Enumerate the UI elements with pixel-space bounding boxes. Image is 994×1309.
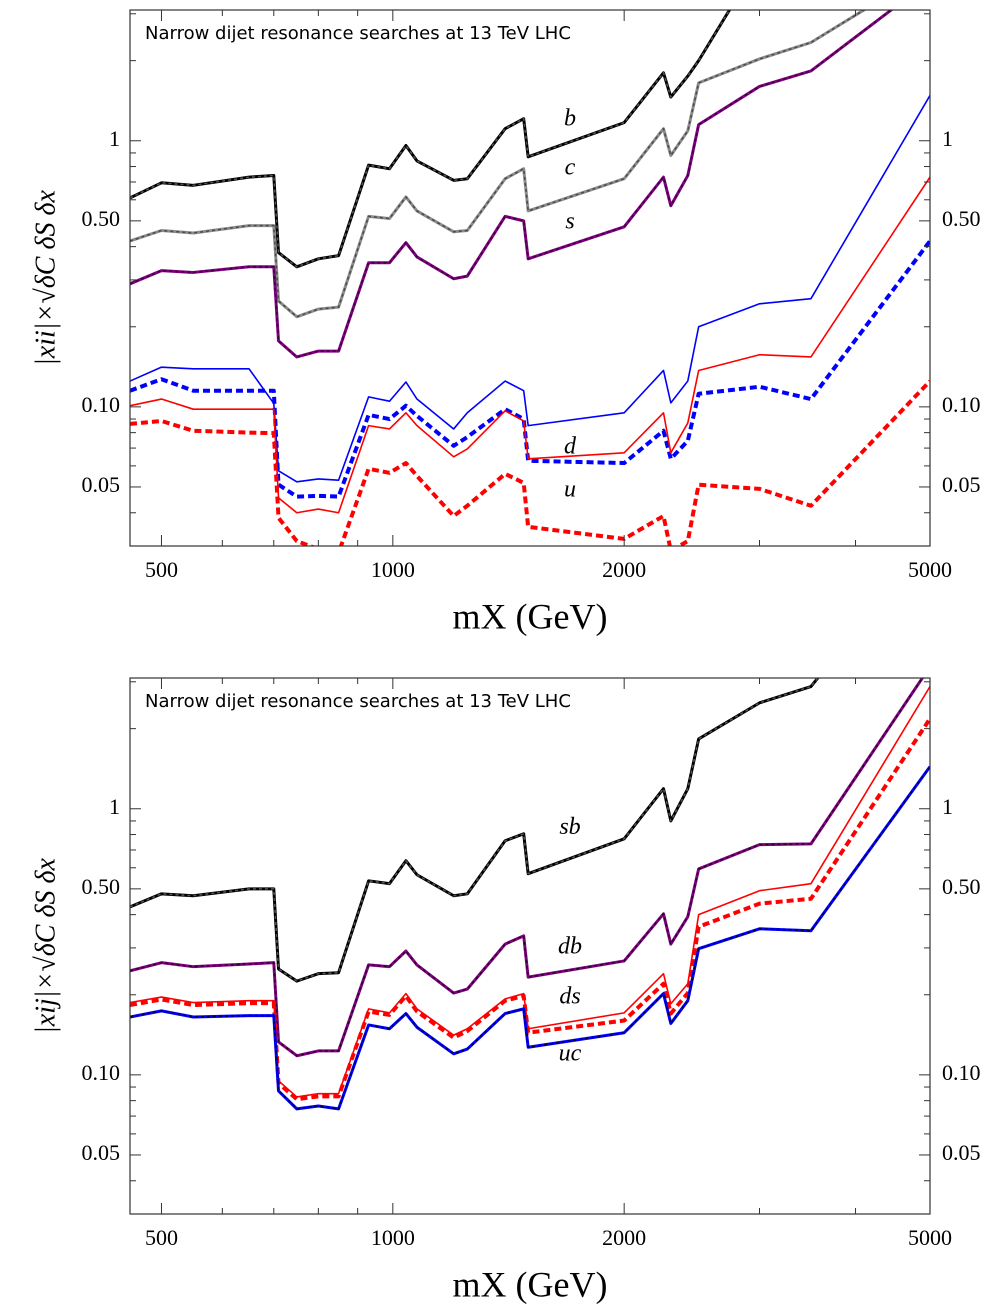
- series-label: s: [565, 208, 574, 234]
- y-tick-label: 0.10: [82, 392, 121, 417]
- x-tick-label: 5000: [908, 1225, 952, 1250]
- y-tick-label-right: 0.05: [942, 472, 981, 497]
- y-axis-label: |xij|×√δC δS δx: [30, 858, 61, 1034]
- y-tick-label: 0.50: [82, 206, 121, 231]
- series-line: [130, 765, 930, 1111]
- series-label: sb: [559, 814, 580, 840]
- x-tick-label: 2000: [602, 1225, 646, 1250]
- series-line-dashed: [130, 239, 930, 499]
- y-tick-label-right: 1: [942, 794, 953, 819]
- series-line-dashed: [130, 717, 930, 1102]
- series-label: d: [564, 434, 577, 460]
- panel: bc s du 500 1000 2000 5000 0.05 0.05 0.10 0.10 0.50…: [30, 9, 981, 636]
- y-tick-label-right: 0.10: [942, 392, 981, 417]
- series-label: u: [564, 477, 576, 503]
- series-line-overlay: [130, 10, 893, 358]
- annotation: Narrow dijet resonance searches at 13 Te…: [145, 23, 571, 44]
- series-label: c: [565, 154, 576, 180]
- y-tick-label: 0.10: [82, 1060, 121, 1085]
- plot-frame: [129, 9, 931, 547]
- series-label: db: [558, 934, 582, 960]
- y-tick-label-right: 0.10: [942, 1060, 981, 1085]
- series-line: [130, 176, 930, 514]
- series-line-overlay: [130, 10, 866, 318]
- series-line-overlay: [130, 678, 819, 982]
- y-tick-label: 1: [109, 126, 120, 151]
- annotation: Narrow dijet resonance searches at 13 Te…: [145, 691, 571, 712]
- y-tick-label: 0.50: [82, 874, 121, 899]
- series-line-overlay: [130, 766, 930, 1110]
- series-label: uc: [559, 1040, 582, 1066]
- x-tick-label: 2000: [602, 557, 646, 582]
- series-line-overlay: [130, 678, 924, 1057]
- x-tick-label: 1000: [371, 1225, 415, 1250]
- plot-lines: [130, 10, 930, 546]
- x-axis-label: mX (GeV): [453, 596, 608, 636]
- plot-frame: [129, 677, 931, 1215]
- x-tick-label: 1000: [371, 557, 415, 582]
- x-tick-label: 5000: [908, 557, 952, 582]
- series-line: [130, 678, 925, 1058]
- y-tick-label: 1: [109, 794, 120, 819]
- y-tick-label-right: 0.05: [942, 1140, 981, 1165]
- series-line: [130, 10, 867, 319]
- y-tick-label-right: 0.50: [942, 206, 981, 231]
- series-label: b: [564, 105, 576, 131]
- y-tick-label-right: 1: [942, 126, 953, 151]
- panel: sb db ds uc 500 1000 2000 5000 0.05 0.05 0.10 0.10 0…: [30, 677, 981, 1304]
- y-tick-label: 0.05: [82, 1140, 121, 1165]
- series-line-overlay: [130, 10, 731, 268]
- y-tick-label: 0.05: [82, 472, 121, 497]
- x-tick-label: 500: [145, 1225, 178, 1250]
- y-tick-label-right: 0.50: [942, 874, 981, 899]
- y-axis-label: |xii|×√δC δS δx: [30, 190, 61, 366]
- series-line: [130, 95, 930, 483]
- x-axis-label: mX (GeV): [453, 1264, 608, 1304]
- plot-lines: [130, 678, 930, 1111]
- series-label: ds: [559, 983, 580, 1009]
- series-line: [130, 686, 930, 1098]
- x-tick-label: 500: [145, 557, 178, 582]
- series-line-dashed: [130, 379, 930, 546]
